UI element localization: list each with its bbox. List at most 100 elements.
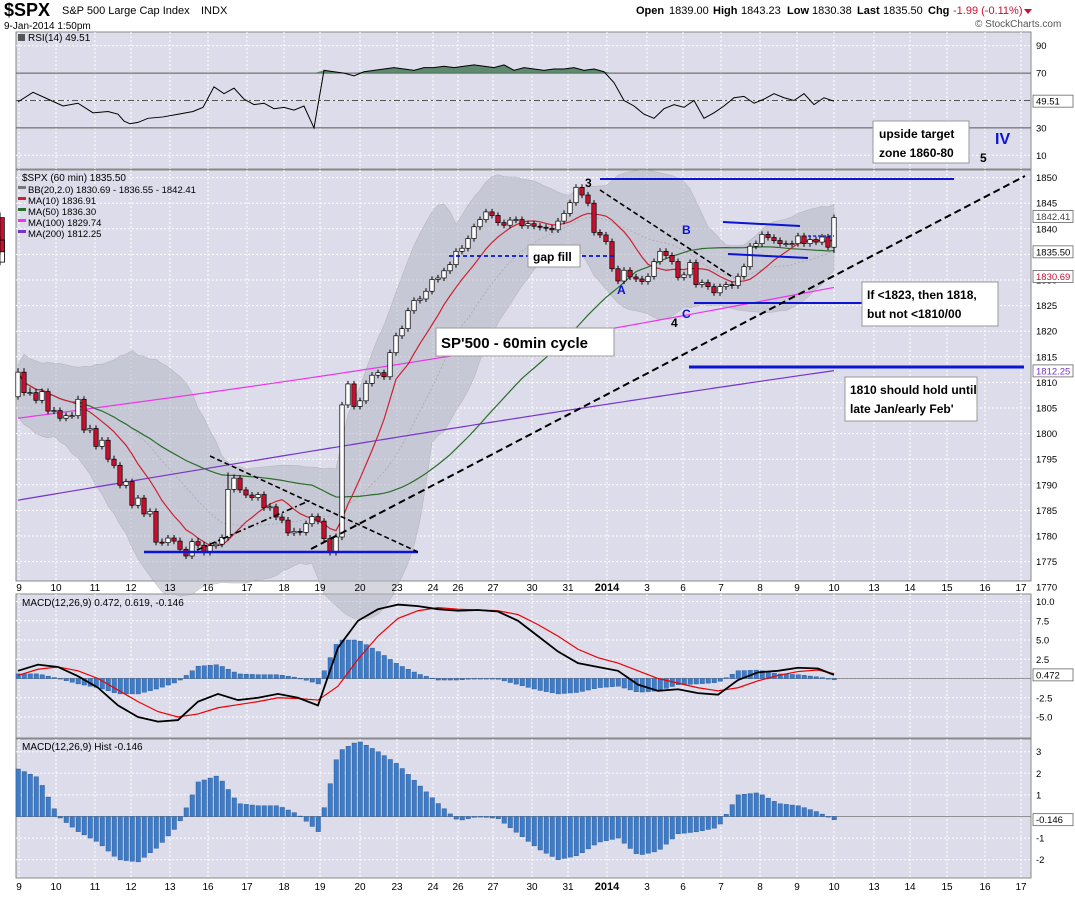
macd-hist-bar xyxy=(45,675,51,679)
x-tick-label: 18 xyxy=(278,882,290,893)
macd-hist-bar xyxy=(213,664,219,679)
downtrend-line xyxy=(599,189,735,279)
candle-body xyxy=(165,537,171,544)
hist-bar xyxy=(405,774,411,817)
macd-signal-line xyxy=(17,607,835,718)
macd-hist-bar xyxy=(321,670,327,679)
watermark: © StockCharts.com xyxy=(975,19,1061,30)
candle-body xyxy=(477,219,483,228)
hist-bar xyxy=(171,816,177,830)
x-tick-label: 9 xyxy=(794,583,800,594)
macd-hist-bar xyxy=(681,678,687,685)
hist-bar xyxy=(123,816,129,861)
hist-bar xyxy=(417,785,423,817)
x-tick-label: 27 xyxy=(487,583,499,594)
macd-hist-bar xyxy=(99,678,105,690)
candle-body xyxy=(753,243,759,247)
macd-hist-bar xyxy=(147,678,153,691)
x-tick-label: 8 xyxy=(757,583,763,594)
macd-hist-bar xyxy=(447,678,453,681)
ma50-line xyxy=(17,246,835,498)
hist-bar xyxy=(207,777,213,817)
wedge-lower-line xyxy=(196,499,312,551)
candle-body xyxy=(339,404,345,538)
if-line-2: but not <1810/00 xyxy=(867,307,962,321)
x-tick-label: 10 xyxy=(828,583,840,594)
candle-body xyxy=(783,243,789,245)
hist-bar xyxy=(399,768,405,817)
macd-hist-bar xyxy=(441,678,447,681)
macd-hist-bar xyxy=(165,678,171,686)
macd-hist-bar xyxy=(543,678,549,692)
x-tick-label: 23 xyxy=(391,882,403,893)
hist-bar xyxy=(537,816,543,851)
price-tick-label: 1840 xyxy=(1036,224,1057,235)
high-label: High xyxy=(713,5,738,17)
hist-bar xyxy=(33,776,39,817)
x-tick-label: 26 xyxy=(452,583,464,594)
macd-hist-bar xyxy=(645,678,651,692)
candle-body xyxy=(261,494,267,509)
candle-body xyxy=(195,541,201,546)
macd-hist-bar xyxy=(201,665,207,679)
macd-hist-bar xyxy=(291,676,297,679)
open-label: Open xyxy=(636,5,664,17)
candle-body xyxy=(579,186,585,196)
macd-hist-bar xyxy=(339,639,345,679)
rsi-last-badge: 49.51 xyxy=(1036,97,1060,108)
last-label: Last xyxy=(857,5,880,17)
hist-bar xyxy=(141,816,147,858)
macd-hist-bar xyxy=(825,678,831,680)
macd-hist-bar xyxy=(591,678,597,689)
price-tick-label: 1815 xyxy=(1036,352,1057,363)
hist-bar xyxy=(333,759,339,817)
macd-hist-bar xyxy=(801,675,807,679)
hist-bar xyxy=(93,816,99,842)
macd-hist-bar xyxy=(537,678,543,691)
hist-bar xyxy=(555,816,561,860)
legend-swatch xyxy=(18,186,26,189)
macd-panel xyxy=(15,593,1032,739)
x-tick-label: 8 xyxy=(757,882,763,893)
x-tick-label: 15 xyxy=(941,583,953,594)
macd-hist-bar xyxy=(585,678,591,691)
candle-body xyxy=(105,439,111,460)
hist-bar xyxy=(261,805,267,817)
flag-lower-line xyxy=(727,253,809,259)
datetime-label: 9-Jan-2014 1:50pm xyxy=(4,21,91,32)
candle-body xyxy=(405,310,411,329)
hist-bar xyxy=(687,816,693,833)
hist-bar xyxy=(831,816,837,820)
macd-hist-bar xyxy=(153,678,159,690)
hist-bar xyxy=(267,805,273,817)
hist-bar xyxy=(573,816,579,857)
macd-hist-bar xyxy=(303,678,309,681)
chg-label: Chg xyxy=(928,5,949,17)
x-tick-label: 13 xyxy=(164,583,176,594)
macd-hist-bar xyxy=(693,678,699,685)
price-layer xyxy=(0,169,1026,620)
x-tick-label: 27 xyxy=(487,882,499,893)
candle-body xyxy=(603,234,609,242)
candle-body xyxy=(549,227,555,231)
hist-bar xyxy=(813,811,819,817)
hist-bar xyxy=(255,805,261,817)
macd-hist-bar xyxy=(183,675,189,679)
candle-body xyxy=(759,234,765,244)
hist-bar xyxy=(111,816,117,857)
candle-body xyxy=(531,223,537,227)
macd-hist-bar xyxy=(687,678,693,685)
hist-bar xyxy=(477,816,483,818)
candle-body xyxy=(423,290,429,300)
candle-body xyxy=(279,516,285,521)
candle-body xyxy=(387,352,393,378)
macd-hist-bar xyxy=(759,670,765,679)
hist-bar xyxy=(165,816,171,837)
rsi-tick-label: 70 xyxy=(1036,69,1047,80)
hist-bar xyxy=(81,816,87,836)
candle-body xyxy=(567,202,573,214)
macd-hist-bar xyxy=(351,639,357,679)
x-tick-label: 17 xyxy=(241,882,253,893)
candle-body xyxy=(807,239,813,244)
